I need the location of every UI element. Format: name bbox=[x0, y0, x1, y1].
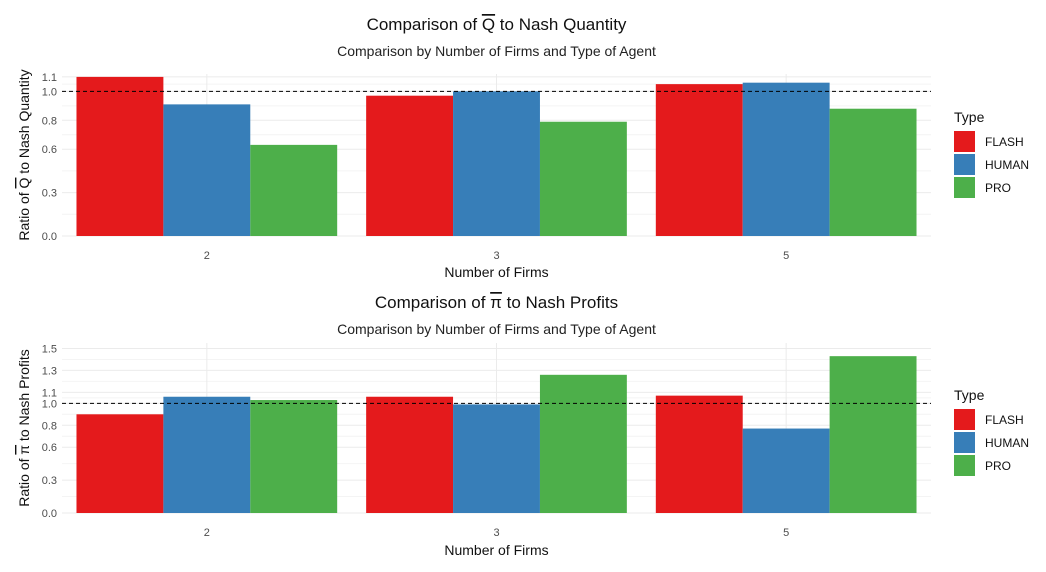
bar-flash-3 bbox=[366, 95, 454, 236]
bar-pro-3 bbox=[539, 121, 627, 236]
legend-label-flash: FLASH bbox=[985, 135, 1024, 149]
bar-pro-3 bbox=[539, 374, 627, 513]
legend-key-pro bbox=[954, 455, 975, 476]
y-axis-title-prefix: Ratio of bbox=[16, 188, 32, 240]
y-tick-label: 0.0 bbox=[42, 231, 57, 243]
chart-panel-2: 0.0 0.3 0.6 0.8 1.01.1 1.3 1.5 2 3 5 Number of Fir… bbox=[16, 293, 1029, 558]
y-tick-label: 1.0 bbox=[42, 86, 57, 98]
y-tick-label: 0.3 bbox=[42, 188, 57, 200]
legend-key-human bbox=[954, 432, 975, 453]
y-axis-title-symbol: π bbox=[16, 445, 32, 455]
chart-title-symbol: Q bbox=[482, 15, 495, 34]
y-tick-label: 0.6 bbox=[42, 442, 57, 454]
legend-label-pro: PRO bbox=[985, 181, 1011, 195]
chart-title: Comparison of Q to Nash Quantity bbox=[367, 15, 627, 34]
y-tick-label: 0.8 bbox=[42, 420, 57, 432]
chart-title-suffix: to Nash Quantity bbox=[495, 15, 627, 34]
y-tick-label: 0.8 bbox=[42, 115, 57, 127]
bar-pro-2 bbox=[250, 400, 338, 513]
y-tick-label: 0.0 bbox=[42, 508, 57, 520]
y-tick-label: 0.3 bbox=[42, 475, 57, 487]
chart-title-prefix: Comparison of bbox=[375, 293, 490, 312]
bar-human-2 bbox=[163, 396, 251, 513]
x-tick-label: 5 bbox=[783, 527, 789, 539]
bar-flash-5 bbox=[655, 84, 743, 236]
x-tick-label: 2 bbox=[204, 527, 210, 539]
chart-title-symbol: π bbox=[490, 293, 502, 312]
x-axis-title: Number of Firms bbox=[444, 542, 548, 558]
chart-subtitle: Comparison by Number of Firms and Type o… bbox=[337, 321, 656, 337]
bar-flash-5 bbox=[655, 395, 743, 513]
bar-flash-3 bbox=[366, 396, 454, 513]
y-tick-label: 1.3 bbox=[42, 365, 57, 377]
y-tick-label: 1.0 bbox=[42, 398, 57, 410]
chart-panel-1: 0.0 0.3 0.6 0.8 1.0 1.1 2 3 5 Number of Firms Comp… bbox=[16, 15, 1029, 280]
legend-label-human: HUMAN bbox=[985, 158, 1029, 172]
bar-human-5 bbox=[742, 428, 830, 513]
y-tick-label: 0.6 bbox=[42, 144, 57, 156]
bar-flash-2 bbox=[76, 414, 164, 513]
legend-title: Type bbox=[954, 109, 985, 125]
legend-key-human bbox=[954, 154, 975, 175]
bar-human-2 bbox=[163, 104, 251, 236]
chart-title: Comparison of π to Nash Profits bbox=[375, 293, 618, 312]
x-tick-label: 3 bbox=[493, 527, 499, 539]
bar-human-3 bbox=[453, 404, 540, 513]
legend-label-flash: FLASH bbox=[985, 413, 1024, 427]
y-axis-title-symbol: Q bbox=[16, 177, 32, 188]
legend-label-human: HUMAN bbox=[985, 436, 1029, 450]
y-axis-title-suffix: to Nash Quantity bbox=[16, 69, 32, 177]
chart-subtitle: Comparison by Number of Firms and Type o… bbox=[337, 43, 656, 59]
legend-key-flash bbox=[954, 409, 975, 430]
y-tick-label: 1.1 bbox=[42, 72, 57, 84]
y-axis-title: Ratio of π to Nash Profits bbox=[16, 349, 32, 507]
y-axis-title-suffix: to Nash Profits bbox=[16, 349, 32, 445]
bar-flash-2 bbox=[76, 76, 164, 237]
y-axis-title-prefix: Ratio of bbox=[16, 455, 32, 507]
x-tick-label: 3 bbox=[493, 250, 499, 262]
legend-label-pro: PRO bbox=[985, 459, 1011, 473]
y-tick-label: 1.5 bbox=[42, 343, 57, 355]
y-tick-label: 1.1 bbox=[42, 387, 57, 399]
bar-human-3 bbox=[453, 91, 540, 236]
legend-key-pro bbox=[954, 177, 975, 198]
x-axis-title: Number of Firms bbox=[444, 264, 548, 280]
chart-title-prefix: Comparison of bbox=[367, 15, 482, 34]
y-axis-title: Ratio of Q to Nash Quantity bbox=[16, 69, 32, 240]
bar-pro-5 bbox=[829, 108, 917, 236]
x-tick-label: 2 bbox=[204, 250, 210, 262]
x-tick-label: 5 bbox=[783, 250, 789, 262]
bar-human-5 bbox=[742, 82, 830, 236]
bar-pro-2 bbox=[250, 144, 338, 236]
bar-pro-5 bbox=[829, 356, 917, 513]
legend-title: Type bbox=[954, 387, 985, 403]
chart-title-suffix: to Nash Profits bbox=[502, 293, 618, 312]
legend-key-flash bbox=[954, 131, 975, 152]
